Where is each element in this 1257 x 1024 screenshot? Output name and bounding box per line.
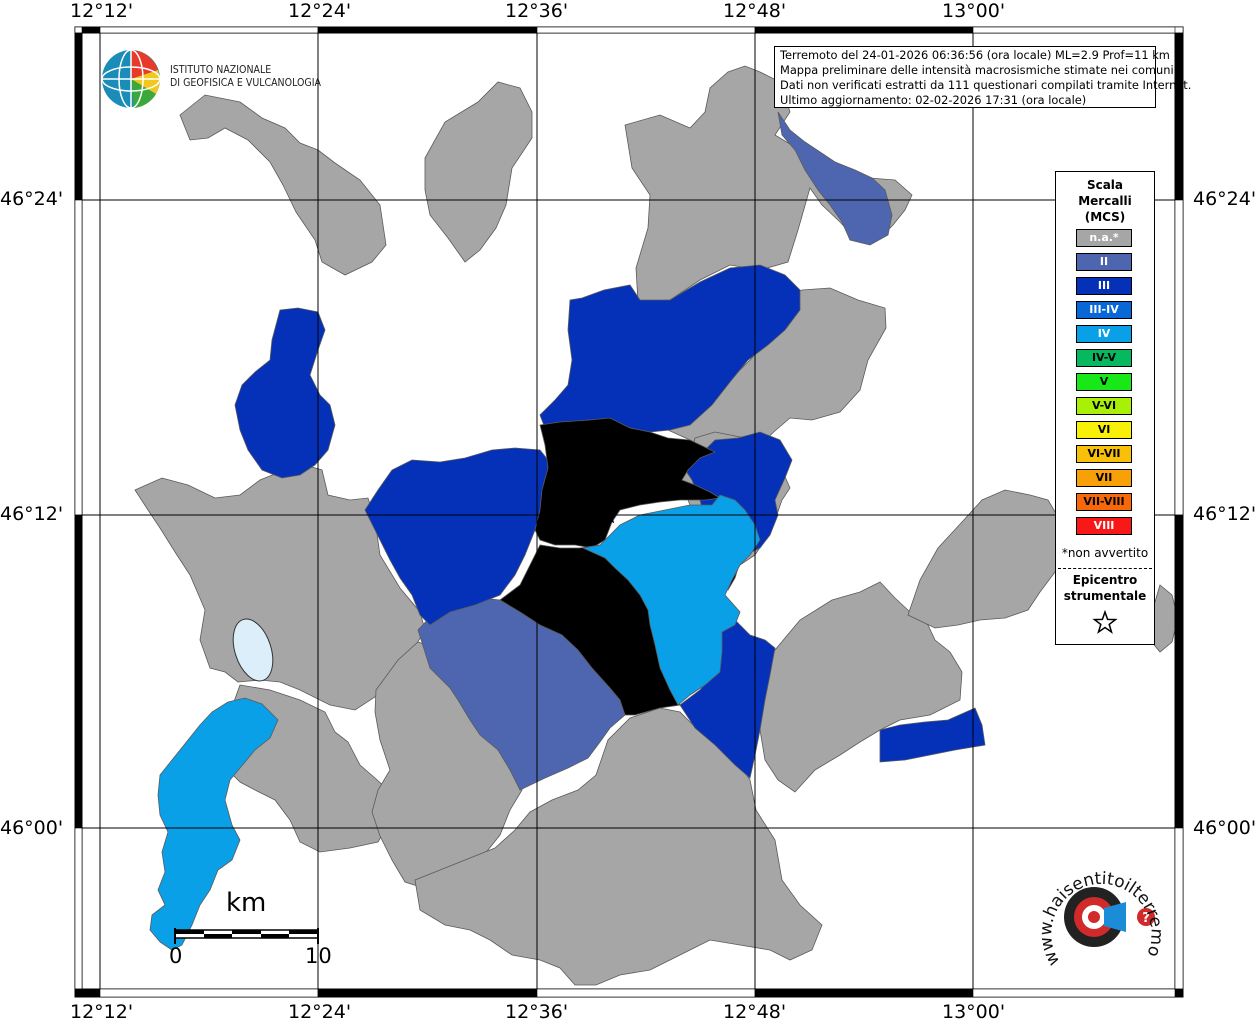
legend-item: IV-V [1076,349,1132,367]
legend-item: VII-VIII [1076,493,1132,511]
epicenter-star-icon [571,473,625,524]
legend-title-line: Scala [1086,178,1124,192]
region-intensity-IV [149,697,279,951]
legend-epicenter-line: Epicentro [1072,573,1138,587]
legend-item: V-VI [1076,397,1132,415]
map-frame [74,26,1184,998]
frame-segment [74,827,83,990]
logo-line: DI GEOFISICA E VULCANOLOGIA [170,77,322,89]
info-line-data-source: Dati non verificati estratti da 111 ques… [780,78,1192,92]
frame-segment [317,988,538,998]
lat-label-right: 46°24' [1193,188,1257,210]
logo-line: ISTITUTO NAZIONALE [170,64,272,76]
frame-segment [1174,514,1184,829]
scale-bar [174,928,319,944]
legend-title-line: (MCS) [1084,210,1126,224]
earthquake-info-box: Terremoto del 24-01-2026 06:36:56 (ora l… [774,46,1192,108]
lat-label-left: 46°24' [0,188,64,210]
region-intensity-II [777,111,893,246]
globe-icon [101,49,161,109]
legend-item: III-IV [1076,301,1132,319]
lon-label-top: 13°00' [942,0,1006,22]
frame-segment [536,988,756,998]
legend-item: VIII [1076,517,1132,535]
lon-label-top: 12°36' [505,0,569,22]
lon-label-bottom: 12°24' [288,1001,352,1023]
mcs-legend: Scala Mercalli (MCS) n.a.* II III III-IV IV I… [1055,171,1155,645]
scale-unit: km [226,888,267,918]
lake [232,618,274,682]
lat-label-right: 46°00' [1193,817,1257,839]
municipality-regions [134,65,1179,986]
frame-segment [1174,827,1184,990]
frame-segment [74,514,83,829]
legend-epicenter-label: Epicentro strumentale [1056,572,1154,604]
legend-item: III [1076,277,1132,295]
legend-item: V [1076,373,1132,391]
frame-segment [99,988,319,998]
lat-label-right: 46°12' [1193,503,1257,525]
frame-segment [1174,988,1184,998]
legend-note: *non avvertito [1061,546,1149,560]
frame-segment [1174,32,1184,201]
region-not-felt [424,81,533,263]
legend-item: n.a.* [1076,229,1132,247]
region-intensity-IV [581,494,761,706]
frame-segment [1174,199,1184,516]
lon-label-bottom: 12°36' [505,1001,569,1023]
legend-epicenter-line: strumentale [1063,589,1147,603]
legend-divider [1058,568,1152,569]
legend-item: VI [1076,421,1132,439]
lon-label-top: 12°12' [70,0,134,22]
lon-label-top: 12°48' [723,0,787,22]
frame-segment [754,26,974,34]
legend-item: VI-VII [1076,445,1132,463]
legend-title-line: Mercalli [1078,194,1132,208]
frame-segment [972,988,1184,998]
ingv-logo-text: ISTITUTO NAZIONALE DI GEOFISICA E VULCAN… [170,64,321,90]
ingv-logo: ISTITUTO NAZIONALE DI GEOFISICA E VULCAN… [100,48,330,110]
region-intensity-III [879,707,986,763]
region-intensity-III [539,264,801,433]
info-line-event: Terremoto del 24-01-2026 06:36:56 (ora l… [780,48,1170,62]
legend-item: VII [1076,469,1132,487]
info-line-description: Mappa preliminare delle intensità macros… [780,63,1174,77]
frame-segment [1174,26,1184,34]
frame-segment [99,26,319,34]
legend-title: Scala Mercalli (MCS) [1056,177,1154,225]
frame-segment [74,988,83,998]
frame-segment [317,26,538,34]
frame-segment [536,26,756,34]
region-not-felt [179,94,387,276]
haisentito-logo: ? www.haisentitoilterremoto.it [1025,837,1170,982]
lat-label-left: 46°12' [0,503,64,525]
frame-segment [74,199,83,516]
region-not-felt [747,581,963,793]
lon-label-top: 12°24' [288,0,352,22]
legend-item: IV [1076,325,1132,343]
frame-segment [972,26,1184,34]
svg-text:?: ? [1142,911,1150,926]
frame-segment [74,26,83,34]
region-intensity-III [234,307,336,479]
frame-segment [754,988,974,998]
lon-label-bottom: 13°00' [942,1001,1006,1023]
scale-end: 10 [305,944,332,968]
legend-item: II [1076,253,1132,271]
lon-label-bottom: 12°48' [723,1001,787,1023]
scale-start: 0 [169,944,183,968]
epicenter-star-icon [1092,610,1118,634]
region-not-felt [414,707,823,986]
frame-segment [74,32,83,201]
lon-label-bottom: 12°12' [70,1001,134,1023]
lat-label-left: 46°00' [0,817,64,839]
haisentito-logo-mark: ? www.haisentitoilterremoto.it [1025,837,1167,969]
info-line-updated: Ultimo aggiornamento: 02-02-2026 17:31 (… [780,93,1087,107]
